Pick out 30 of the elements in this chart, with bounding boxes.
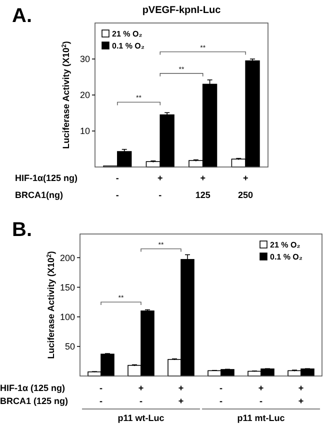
y-tick-label: 20 (80, 90, 90, 100)
x-tick-label: + + (178, 383, 184, 406)
x-tick-label: + - (138, 383, 144, 406)
y-tick-label: 30 (80, 54, 90, 64)
text: A. (12, 5, 32, 27)
legend-label: 21 % O₂ (270, 240, 301, 250)
legend-label: 0.1 % O₂ (112, 42, 145, 50)
legend-label: 21 % O₂ (112, 30, 143, 38)
x-tick-label: - - (220, 383, 222, 406)
x-tick-label: - - (100, 383, 102, 406)
text: p11 wt-Luc (118, 413, 164, 423)
x-tick-label: + - (158, 173, 163, 200)
legend-label: 0.1 % O₂ (270, 252, 303, 262)
y-tick-label: 100 (60, 312, 75, 322)
y-tick-label: 200 (60, 252, 75, 263)
y-tick-label: 10 (80, 126, 90, 136)
x-tick-label: + - (258, 383, 264, 406)
text: HIF-1α(125 ng) (15, 173, 78, 183)
x-tick-label: + 250 (238, 173, 254, 200)
text: B. (12, 219, 32, 241)
y-tick-label: 50 (64, 342, 75, 352)
text: HIF-1α (125 ng) (0, 383, 66, 393)
text: BRCA1 (125 ng) (0, 396, 68, 406)
y-tick-label: 150 (60, 282, 75, 292)
text: p11 mt-Luc (237, 413, 285, 423)
chart-title: pVEGF-kpnI-Luc (142, 5, 222, 16)
text: BRCA1(ng) (15, 190, 63, 200)
x-tick-label: - - (116, 173, 119, 200)
x-tick-label: + + (298, 383, 304, 406)
x-tick-label: + 125 (195, 173, 210, 200)
